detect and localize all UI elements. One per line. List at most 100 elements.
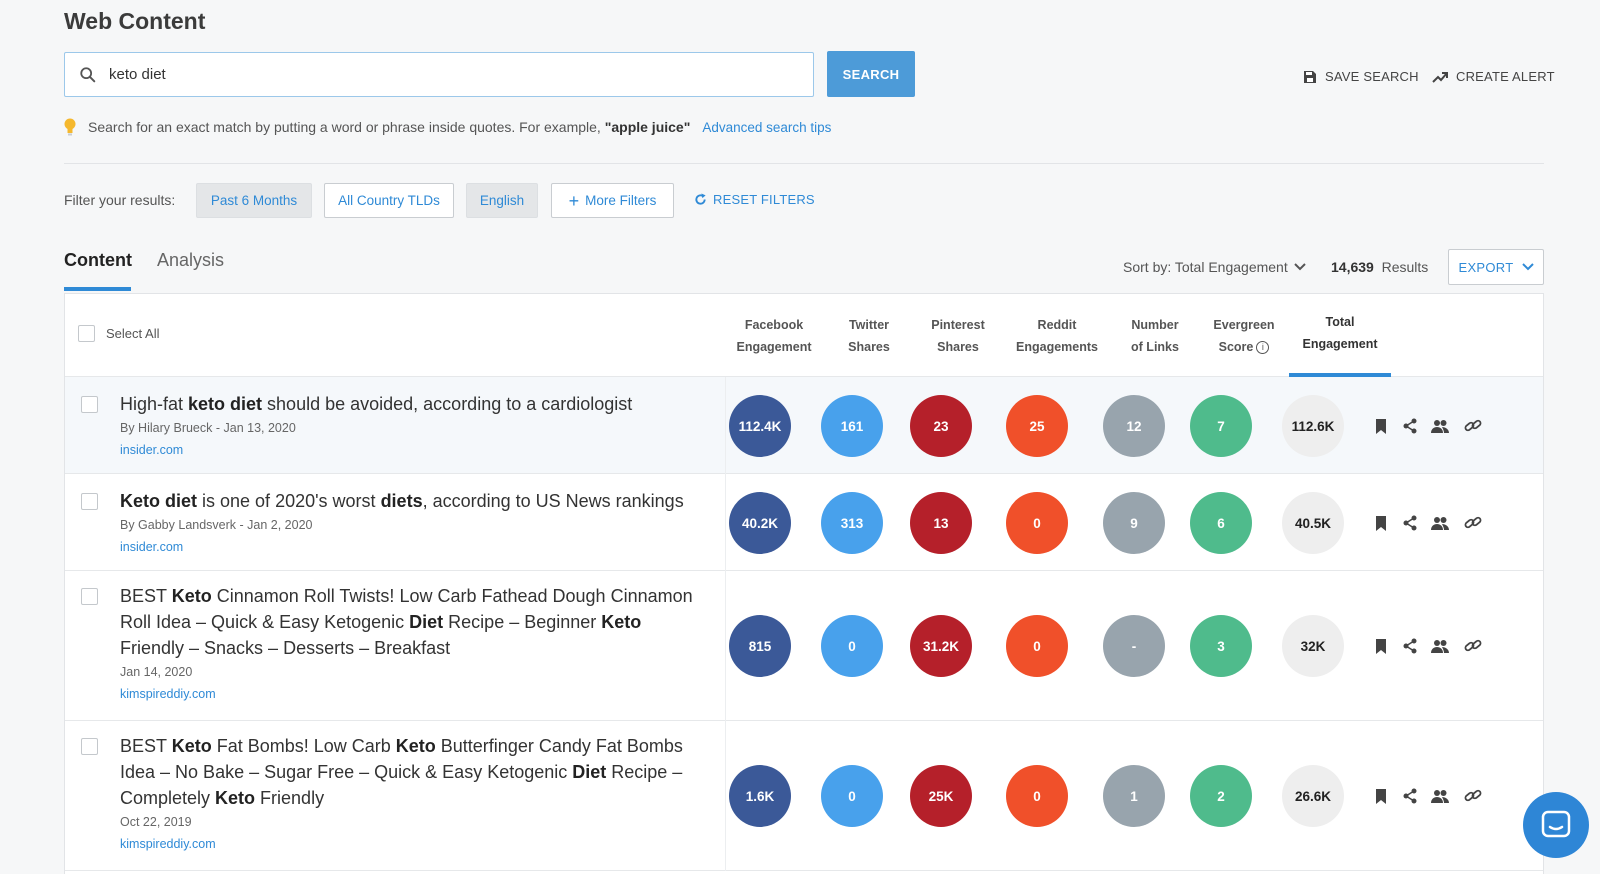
- filter-label: Filter your results:: [64, 192, 176, 208]
- select-all-checkbox[interactable]: [78, 325, 95, 342]
- table-row[interactable]: BEST Keto Fat Bombs! Low Carb Keto Butte…: [65, 721, 1543, 871]
- metric-facebook-engagement[interactable]: 40.2K: [729, 492, 791, 554]
- column-divider: [725, 571, 726, 721]
- users-icon[interactable]: [1431, 787, 1449, 805]
- metric-number-of-links[interactable]: 9: [1103, 492, 1165, 554]
- users-icon[interactable]: [1431, 514, 1449, 532]
- link-icon[interactable]: [1464, 417, 1482, 435]
- bookmark-icon[interactable]: [1372, 417, 1390, 435]
- tab-content[interactable]: Content: [64, 250, 132, 270]
- column-divider: [725, 377, 726, 474]
- col-evergreen-score[interactable]: Evergreen Score i: [1213, 318, 1275, 354]
- article-title-link[interactable]: Keto diet is one of 2020's worst diets, …: [120, 488, 700, 514]
- table-header: Select All Facebook Engagement Twitter Sha…: [65, 294, 1543, 377]
- article-domain-link[interactable]: kimspireddiy.com: [120, 687, 216, 701]
- tab-analysis[interactable]: Analysis: [157, 250, 225, 270]
- save-search-button[interactable]: SAVE SEARCH: [1303, 69, 1419, 84]
- filter-chip-country[interactable]: All Country TLDs: [324, 183, 454, 218]
- article-title-link[interactable]: BEST Keto Cinnamon Roll Twists! Low Carb…: [120, 583, 700, 661]
- metric-number-of-links[interactable]: 12: [1103, 395, 1165, 457]
- advanced-search-tips-link[interactable]: Advanced search tips: [702, 119, 832, 135]
- search-input[interactable]: [109, 53, 799, 96]
- info-icon[interactable]: i: [1256, 341, 1270, 354]
- article-domain-link[interactable]: insider.com: [120, 540, 184, 554]
- export-label: EXPORT: [1458, 259, 1514, 275]
- table-row[interactable]: High-fat keto diet should be avoided, ac…: [65, 377, 1543, 474]
- bookmark-icon[interactable]: [1372, 514, 1390, 532]
- bookmark-icon[interactable]: [1372, 637, 1390, 655]
- share-icon[interactable]: [1401, 637, 1419, 655]
- metric-facebook-engagement[interactable]: 112.4K: [729, 395, 791, 457]
- link-icon[interactable]: [1464, 637, 1482, 655]
- create-alert-button[interactable]: CREATE ALERT: [1432, 69, 1555, 84]
- reset-filters-button[interactable]: RESET FILTERS: [694, 192, 815, 207]
- link-icon[interactable]: [1464, 787, 1482, 805]
- metric-number-of-links[interactable]: -: [1103, 615, 1165, 677]
- metric-evergreen-score[interactable]: 7: [1190, 395, 1252, 457]
- col-facebook-engagement[interactable]: Facebook Engagement: [736, 318, 812, 354]
- metric-facebook-engagement[interactable]: 1.6K: [729, 765, 791, 827]
- col-twitter-shares[interactable]: Twitter Shares: [848, 318, 890, 354]
- results-count: 14,639 Results: [1331, 259, 1428, 275]
- metric-evergreen-score[interactable]: 3: [1190, 615, 1252, 677]
- title-fragment: BEST: [120, 736, 172, 756]
- metric-evergreen-score[interactable]: 2: [1190, 765, 1252, 827]
- filter-chip-language[interactable]: English: [466, 183, 538, 218]
- table-row[interactable]: Keto diet is one of 2020's worst diets, …: [65, 474, 1543, 571]
- metric-pinterest-shares[interactable]: 25K: [910, 765, 972, 827]
- title-fragment: BEST: [120, 586, 172, 606]
- col-pinterest-shares[interactable]: Pinterest Shares: [931, 318, 985, 354]
- search-box[interactable]: [64, 52, 814, 97]
- col-reddit-engagements[interactable]: Reddit Engagements: [1016, 318, 1098, 354]
- chevron-down-icon: [1521, 263, 1534, 271]
- chat-launcher-button[interactable]: [1523, 792, 1589, 858]
- search-button[interactable]: SEARCH: [827, 51, 915, 97]
- title-fragment: Keto: [601, 612, 642, 632]
- metric-twitter-shares[interactable]: 0: [821, 615, 883, 677]
- share-icon[interactable]: [1401, 417, 1419, 435]
- title-fragment: Friendly: [255, 788, 325, 808]
- title-fragment: Cinnamon Roll Twists! Low Carb Fathead D…: [120, 586, 693, 632]
- metric-twitter-shares[interactable]: 161: [821, 395, 883, 457]
- users-icon[interactable]: [1431, 637, 1449, 655]
- metric-twitter-shares[interactable]: 0: [821, 765, 883, 827]
- row-checkbox[interactable]: [81, 493, 98, 510]
- tab-active-indicator: [64, 287, 131, 291]
- metric-evergreen-score[interactable]: 6: [1190, 492, 1252, 554]
- metric-number-of-links[interactable]: 1: [1103, 765, 1165, 827]
- table-row[interactable]: BEST Keto Cinnamon Roll Twists! Low Carb…: [65, 571, 1543, 721]
- filter-chip-date[interactable]: Past 6 Months: [196, 183, 312, 218]
- share-icon[interactable]: [1401, 514, 1419, 532]
- metric-twitter-shares[interactable]: 313: [821, 492, 883, 554]
- article-title-link[interactable]: BEST Keto Fat Bombs! Low Carb Keto Butte…: [120, 733, 700, 811]
- col-number-of-links[interactable]: Number of Links: [1131, 318, 1179, 354]
- sort-dropdown[interactable]: Sort by: Total Engagement: [1123, 259, 1306, 275]
- row-checkbox[interactable]: [81, 396, 98, 413]
- title-fragment: Butterfinger Candy Fat Bombs Idea – No B…: [120, 736, 683, 782]
- article-domain-link[interactable]: insider.com: [120, 443, 184, 457]
- bookmark-icon[interactable]: [1372, 787, 1390, 805]
- users-icon[interactable]: [1431, 417, 1449, 435]
- col-total-engagement[interactable]: Total Engagement: [1302, 315, 1378, 351]
- column-divider: [725, 721, 726, 871]
- create-alert-label: CREATE ALERT: [1456, 69, 1555, 84]
- more-filters-button[interactable]: + More Filters: [551, 183, 674, 218]
- metric-pinterest-shares[interactable]: 23: [910, 395, 972, 457]
- metric-reddit-engagements[interactable]: 0: [1006, 765, 1068, 827]
- article-title-link[interactable]: High-fat keto diet should be avoided, ac…: [120, 391, 700, 417]
- link-icon[interactable]: [1464, 514, 1482, 532]
- metric-pinterest-shares[interactable]: 13: [910, 492, 972, 554]
- metric-reddit-engagements[interactable]: 0: [1006, 615, 1068, 677]
- article-domain-link[interactable]: kimspireddiy.com: [120, 837, 216, 851]
- metric-reddit-engagements[interactable]: 25: [1006, 395, 1068, 457]
- metric-pinterest-shares[interactable]: 31.2K: [910, 615, 972, 677]
- search-tip: Search for an exact match by putting a w…: [64, 118, 831, 136]
- row-checkbox[interactable]: [81, 588, 98, 605]
- metric-facebook-engagement[interactable]: 815: [729, 615, 791, 677]
- chat-icon: [1541, 810, 1571, 838]
- metric-reddit-engagements[interactable]: 0: [1006, 492, 1068, 554]
- export-button[interactable]: EXPORT: [1448, 249, 1544, 285]
- row-checkbox[interactable]: [81, 738, 98, 755]
- share-icon[interactable]: [1401, 787, 1419, 805]
- metric-total-engagement: 32K: [1282, 615, 1344, 677]
